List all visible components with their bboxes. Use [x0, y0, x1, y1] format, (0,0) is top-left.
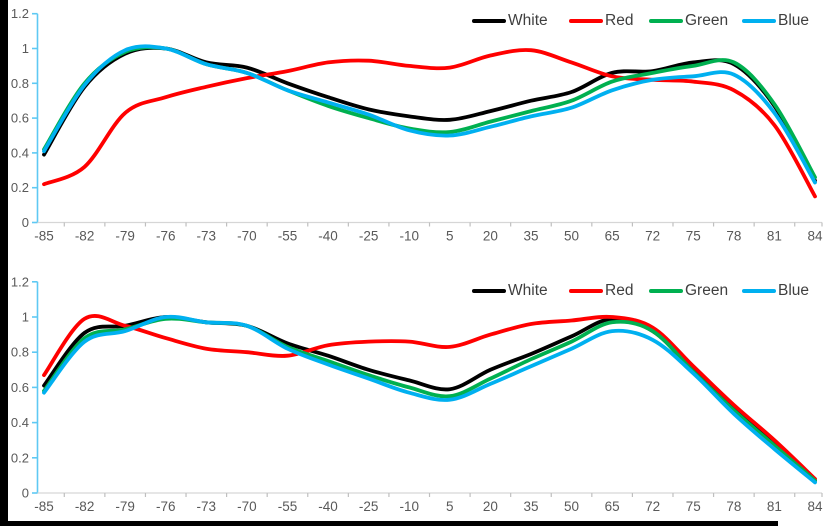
line-chart-top: 0 0.2 0.4 0.6 0.8 1 1.2 -85 -82 -79 -76 -73 -70 -55 -4… [0, 6, 834, 244]
window-left-border [0, 0, 8, 526]
window-bottom-border [0, 521, 778, 526]
series-line-blue[interactable] [42, 44, 817, 185]
y-tick-label: 0.6 [11, 380, 29, 395]
legend-label: White [508, 282, 548, 299]
y-tick-label: 0.4 [11, 145, 29, 160]
legend-entry-green[interactable]: Green [649, 13, 728, 29]
series-lines [42, 44, 817, 199]
y-tick-label: 1.2 [11, 6, 29, 21]
chart-canvas-bottom: 0 0.2 0.4 0.6 0.8 1 1.2 -85 -82 -79 -76 -73 -70 -55 -4… [11, 274, 824, 514]
legend-label: Red [605, 282, 634, 299]
legend-label: Red [605, 12, 634, 29]
x-tick-label: -82 [75, 499, 95, 514]
x-tick-label: -10 [399, 229, 419, 244]
x-tick-label: -10 [399, 499, 419, 514]
x-tick-label: 20 [483, 499, 498, 514]
legend-line-swatch-white [472, 289, 506, 293]
chart-legend-bottom: White Red Green Blue [0, 283, 834, 299]
x-tick-label: -55 [278, 229, 298, 244]
y-tick-label: 0.6 [11, 111, 29, 126]
legend-label: Green [685, 12, 729, 29]
legend-entry-white[interactable]: White [472, 13, 548, 29]
y-tick-label: 0 [22, 486, 29, 501]
legend-entry-red[interactable]: Red [569, 283, 633, 299]
x-tick-label: -25 [359, 229, 379, 244]
legend-entry-blue[interactable]: Blue [742, 13, 809, 29]
chart-legend-top: White Red Green Blue [0, 13, 834, 29]
legend-line-swatch-blue [742, 289, 776, 293]
y-tick-label: 0.8 [11, 76, 29, 91]
line-chart-bottom: 0 0.2 0.4 0.6 0.8 1 1.2 -85 -82 -79 -76 -73 -70 -55 -4… [0, 263, 834, 526]
legend-line-swatch-red [569, 19, 603, 23]
y-tick-label: 1.2 [11, 274, 29, 289]
x-tick-label: -73 [197, 229, 217, 244]
legend-label: Blue [778, 12, 810, 29]
x-tick-label: 20 [483, 229, 498, 244]
x-axis: -85 -82 -79 -76 -73 -70 -55 -40 -25 -10 5 20 35 50 65 7… [34, 492, 824, 514]
series-line-red[interactable] [42, 48, 817, 199]
y-tick-label: 0.8 [11, 345, 29, 360]
x-tick-label: -85 [34, 499, 54, 514]
x-tick-label: 5 [446, 229, 454, 244]
x-tick-label: 81 [767, 229, 782, 244]
x-tick-label: 35 [523, 229, 538, 244]
x-tick-label: -79 [115, 499, 135, 514]
x-tick-label: -55 [278, 499, 298, 514]
legend-label: White [508, 12, 548, 29]
x-tick-label: -70 [237, 499, 257, 514]
x-tick-label: 84 [808, 499, 824, 514]
x-tick-label: 78 [726, 229, 741, 244]
legend-entry-blue[interactable]: Blue [742, 283, 809, 299]
x-tick-label: 65 [605, 499, 620, 514]
x-tick-label: -85 [34, 229, 54, 244]
legend-entry-green[interactable]: Green [649, 283, 728, 299]
y-axis: 0 0.2 0.4 0.6 0.8 1 1.2 [11, 6, 39, 230]
x-tick-label: -73 [197, 499, 217, 514]
x-tick-label: -82 [75, 229, 95, 244]
x-tick-label: 5 [446, 499, 454, 514]
chart-canvas-top: 0 0.2 0.4 0.6 0.8 1 1.2 -85 -82 -79 -76 -73 -70 -55 -4… [11, 6, 824, 244]
y-tick-label: 0.2 [11, 450, 29, 465]
x-tick-label: 72 [645, 229, 660, 244]
x-tick-label: 50 [564, 229, 579, 244]
x-tick-label: 84 [808, 229, 824, 244]
series-line-blue[interactable] [42, 314, 817, 485]
x-tick-label: -70 [237, 229, 257, 244]
y-tick-label: 1 [22, 310, 29, 325]
x-tick-label: 75 [686, 499, 701, 514]
legend-entry-red[interactable]: Red [569, 13, 633, 29]
x-tick-label: 50 [564, 499, 579, 514]
legend-line-swatch-white [472, 19, 506, 23]
legend-line-swatch-green [649, 289, 683, 293]
x-tick-label: -40 [318, 229, 338, 244]
series-lines [42, 314, 817, 485]
y-tick-label: 0.4 [11, 415, 29, 430]
legend-line-swatch-green [649, 19, 683, 23]
x-tick-label: -40 [318, 499, 338, 514]
x-axis: -85 -82 -79 -76 -73 -70 -55 -40 -25 -10 5 20 35 50 65 7… [34, 221, 824, 244]
y-axis: 0 0.2 0.4 0.6 0.8 1 1.2 [11, 274, 39, 501]
x-tick-label: 75 [686, 229, 701, 244]
legend-line-swatch-red [569, 289, 603, 293]
x-tick-label: 65 [605, 229, 620, 244]
x-tick-label: 78 [726, 499, 741, 514]
x-tick-label: -79 [115, 229, 135, 244]
x-tick-label: 81 [767, 499, 782, 514]
y-tick-label: 0 [22, 215, 29, 230]
series-line-red[interactable] [42, 314, 817, 481]
legend-entry-white[interactable]: White [472, 283, 548, 299]
legend-line-swatch-blue [742, 19, 776, 23]
x-tick-label: -76 [156, 229, 176, 244]
x-tick-label: 72 [645, 499, 660, 514]
x-tick-label: -25 [359, 499, 379, 514]
legend-label: Blue [778, 282, 810, 299]
y-tick-label: 1 [22, 41, 29, 56]
x-tick-label: -76 [156, 499, 176, 514]
legend-label: Green [685, 282, 729, 299]
x-tick-label: 35 [523, 499, 538, 514]
y-tick-label: 0.2 [11, 180, 29, 195]
